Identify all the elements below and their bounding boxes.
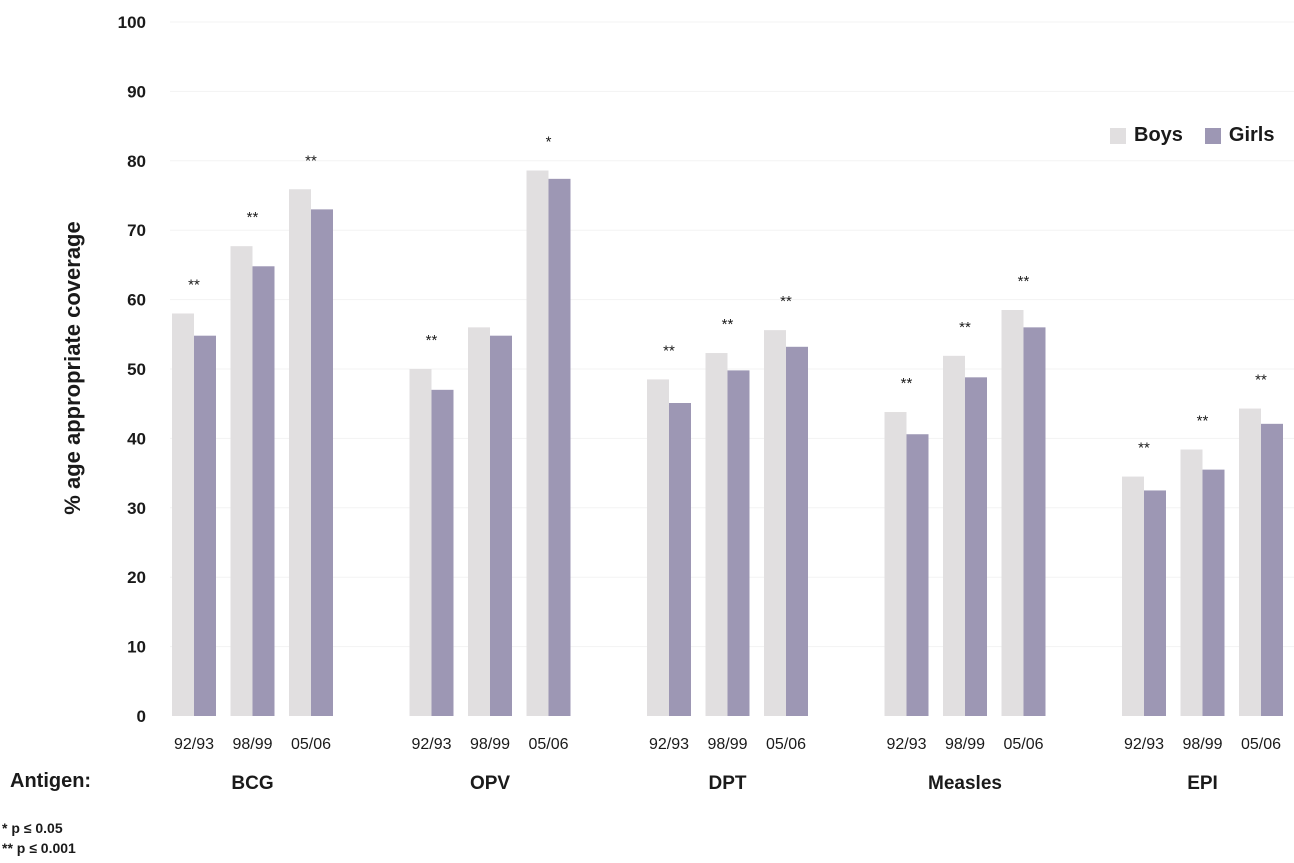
footnote-single-star: * p ≤ 0.05 bbox=[2, 820, 63, 836]
bar-boys bbox=[1122, 476, 1144, 716]
y-tick-label: 30 bbox=[127, 499, 146, 518]
bar-boys bbox=[1001, 310, 1024, 716]
y-tick-label: 0 bbox=[137, 707, 146, 726]
y-axis-label: % age appropriate coverage bbox=[60, 221, 85, 514]
significance-marker: * bbox=[546, 134, 552, 151]
x-axis-ticks: 92/93 98/99 05/06 92/93 98/99 05/06 92/93 98/99… bbox=[174, 736, 1281, 753]
bar-girls bbox=[786, 346, 808, 716]
y-tick-label: 40 bbox=[127, 429, 146, 448]
x-tick-label: 05/06 bbox=[291, 736, 331, 753]
bar-girls bbox=[1144, 490, 1166, 716]
y-tick-label: 90 bbox=[127, 82, 146, 101]
bar-girls bbox=[1261, 423, 1283, 716]
bar-girls bbox=[311, 209, 333, 716]
x-tick-label: 05/06 bbox=[1241, 736, 1281, 753]
legend-item-girls: Girls bbox=[1204, 124, 1275, 147]
significance-marker: ** bbox=[1255, 372, 1267, 389]
group-labels: BCG OPV DPT Measles EPI bbox=[231, 773, 1217, 794]
legend-label-girls: Girls bbox=[1228, 124, 1275, 146]
bar-girls bbox=[669, 403, 691, 716]
bar-boys bbox=[884, 412, 907, 716]
x-tick-label: 92/93 bbox=[886, 736, 926, 753]
bar-girls bbox=[490, 335, 512, 716]
y-tick-label: 10 bbox=[127, 638, 146, 657]
y-tick-label: 100 bbox=[118, 13, 146, 32]
significance-marker: ** bbox=[1018, 273, 1030, 290]
legend: Boys Girls bbox=[1110, 124, 1274, 147]
bar-girls bbox=[965, 377, 987, 716]
significance-markers: *************************** bbox=[188, 134, 1267, 457]
x-tick-label: 98/99 bbox=[1182, 736, 1222, 753]
significance-marker: ** bbox=[305, 152, 317, 169]
y-tick-label: 60 bbox=[127, 291, 146, 310]
bar-girls bbox=[1023, 327, 1046, 716]
significance-marker: ** bbox=[663, 342, 675, 359]
significance-marker: ** bbox=[1197, 413, 1209, 430]
y-tick-label: 70 bbox=[127, 221, 146, 240]
x-tick-label: 05/06 bbox=[1003, 736, 1043, 753]
bar-girls bbox=[1202, 469, 1225, 716]
bar-boys bbox=[289, 189, 311, 716]
legend-swatch-boys bbox=[1110, 127, 1126, 144]
x-tick-label: 05/06 bbox=[766, 736, 806, 753]
gridlines bbox=[170, 21, 1294, 648]
y-tick-label: 50 bbox=[127, 360, 146, 379]
bar-boys bbox=[409, 369, 432, 716]
bar-boys bbox=[943, 355, 965, 716]
y-axis-ticks: 0 10 20 30 40 50 60 70 80 90 100 bbox=[118, 13, 146, 726]
group-label: BCG bbox=[231, 773, 273, 794]
x-tick-label: 98/99 bbox=[945, 736, 985, 753]
x-tick-label: 92/93 bbox=[411, 736, 451, 753]
footnotes: * p ≤ 0.05 ** p ≤ 0.001 bbox=[2, 818, 76, 858]
bar-boys bbox=[526, 170, 549, 717]
significance-marker: ** bbox=[188, 276, 200, 293]
x-tick-label: 92/93 bbox=[1124, 736, 1164, 753]
bar-boys bbox=[468, 327, 490, 716]
footnote-double-star: ** p ≤ 0.001 bbox=[2, 840, 76, 856]
group-label: OPV bbox=[470, 773, 510, 794]
bar-girls bbox=[431, 389, 454, 716]
x-tick-label: 05/06 bbox=[528, 736, 568, 753]
significance-marker: ** bbox=[1138, 440, 1150, 457]
x-tick-label: 98/99 bbox=[707, 736, 747, 753]
bar-boys bbox=[230, 246, 253, 717]
bar-girls bbox=[906, 434, 929, 716]
y-tick-label: 20 bbox=[127, 568, 146, 587]
bar-boys bbox=[172, 313, 194, 716]
bar-boys bbox=[1180, 449, 1203, 716]
significance-marker: ** bbox=[722, 316, 734, 333]
significance-marker: ** bbox=[959, 319, 971, 336]
bar-girls bbox=[727, 370, 750, 716]
group-label: DPT bbox=[709, 773, 747, 794]
bar-boys bbox=[1239, 408, 1261, 716]
bar-boys bbox=[705, 353, 728, 716]
legend-item-boys: Boys bbox=[1110, 124, 1183, 147]
significance-marker: ** bbox=[780, 293, 792, 310]
x-tick-label: 98/99 bbox=[232, 736, 272, 753]
group-label: EPI bbox=[1187, 773, 1218, 794]
x-tick-label: 92/93 bbox=[649, 736, 689, 753]
significance-marker: ** bbox=[901, 375, 913, 392]
x-tick-label: 92/93 bbox=[174, 736, 214, 753]
bar-girls bbox=[194, 335, 216, 716]
bars bbox=[172, 170, 1283, 717]
x-tick-label: 98/99 bbox=[470, 736, 510, 753]
significance-marker: ** bbox=[247, 209, 259, 226]
y-tick-label: 80 bbox=[127, 152, 146, 171]
bar-boys bbox=[647, 379, 669, 716]
bar-boys bbox=[764, 330, 786, 716]
legend-label-boys: Boys bbox=[1134, 124, 1183, 146]
legend-swatch-girls bbox=[1204, 127, 1221, 144]
significance-marker: ** bbox=[426, 332, 438, 349]
x-axis-prefix-label: Antigen: bbox=[10, 770, 92, 792]
bar-girls bbox=[252, 266, 275, 716]
group-label: Measles bbox=[928, 773, 1002, 794]
bar-girls bbox=[548, 178, 571, 716]
